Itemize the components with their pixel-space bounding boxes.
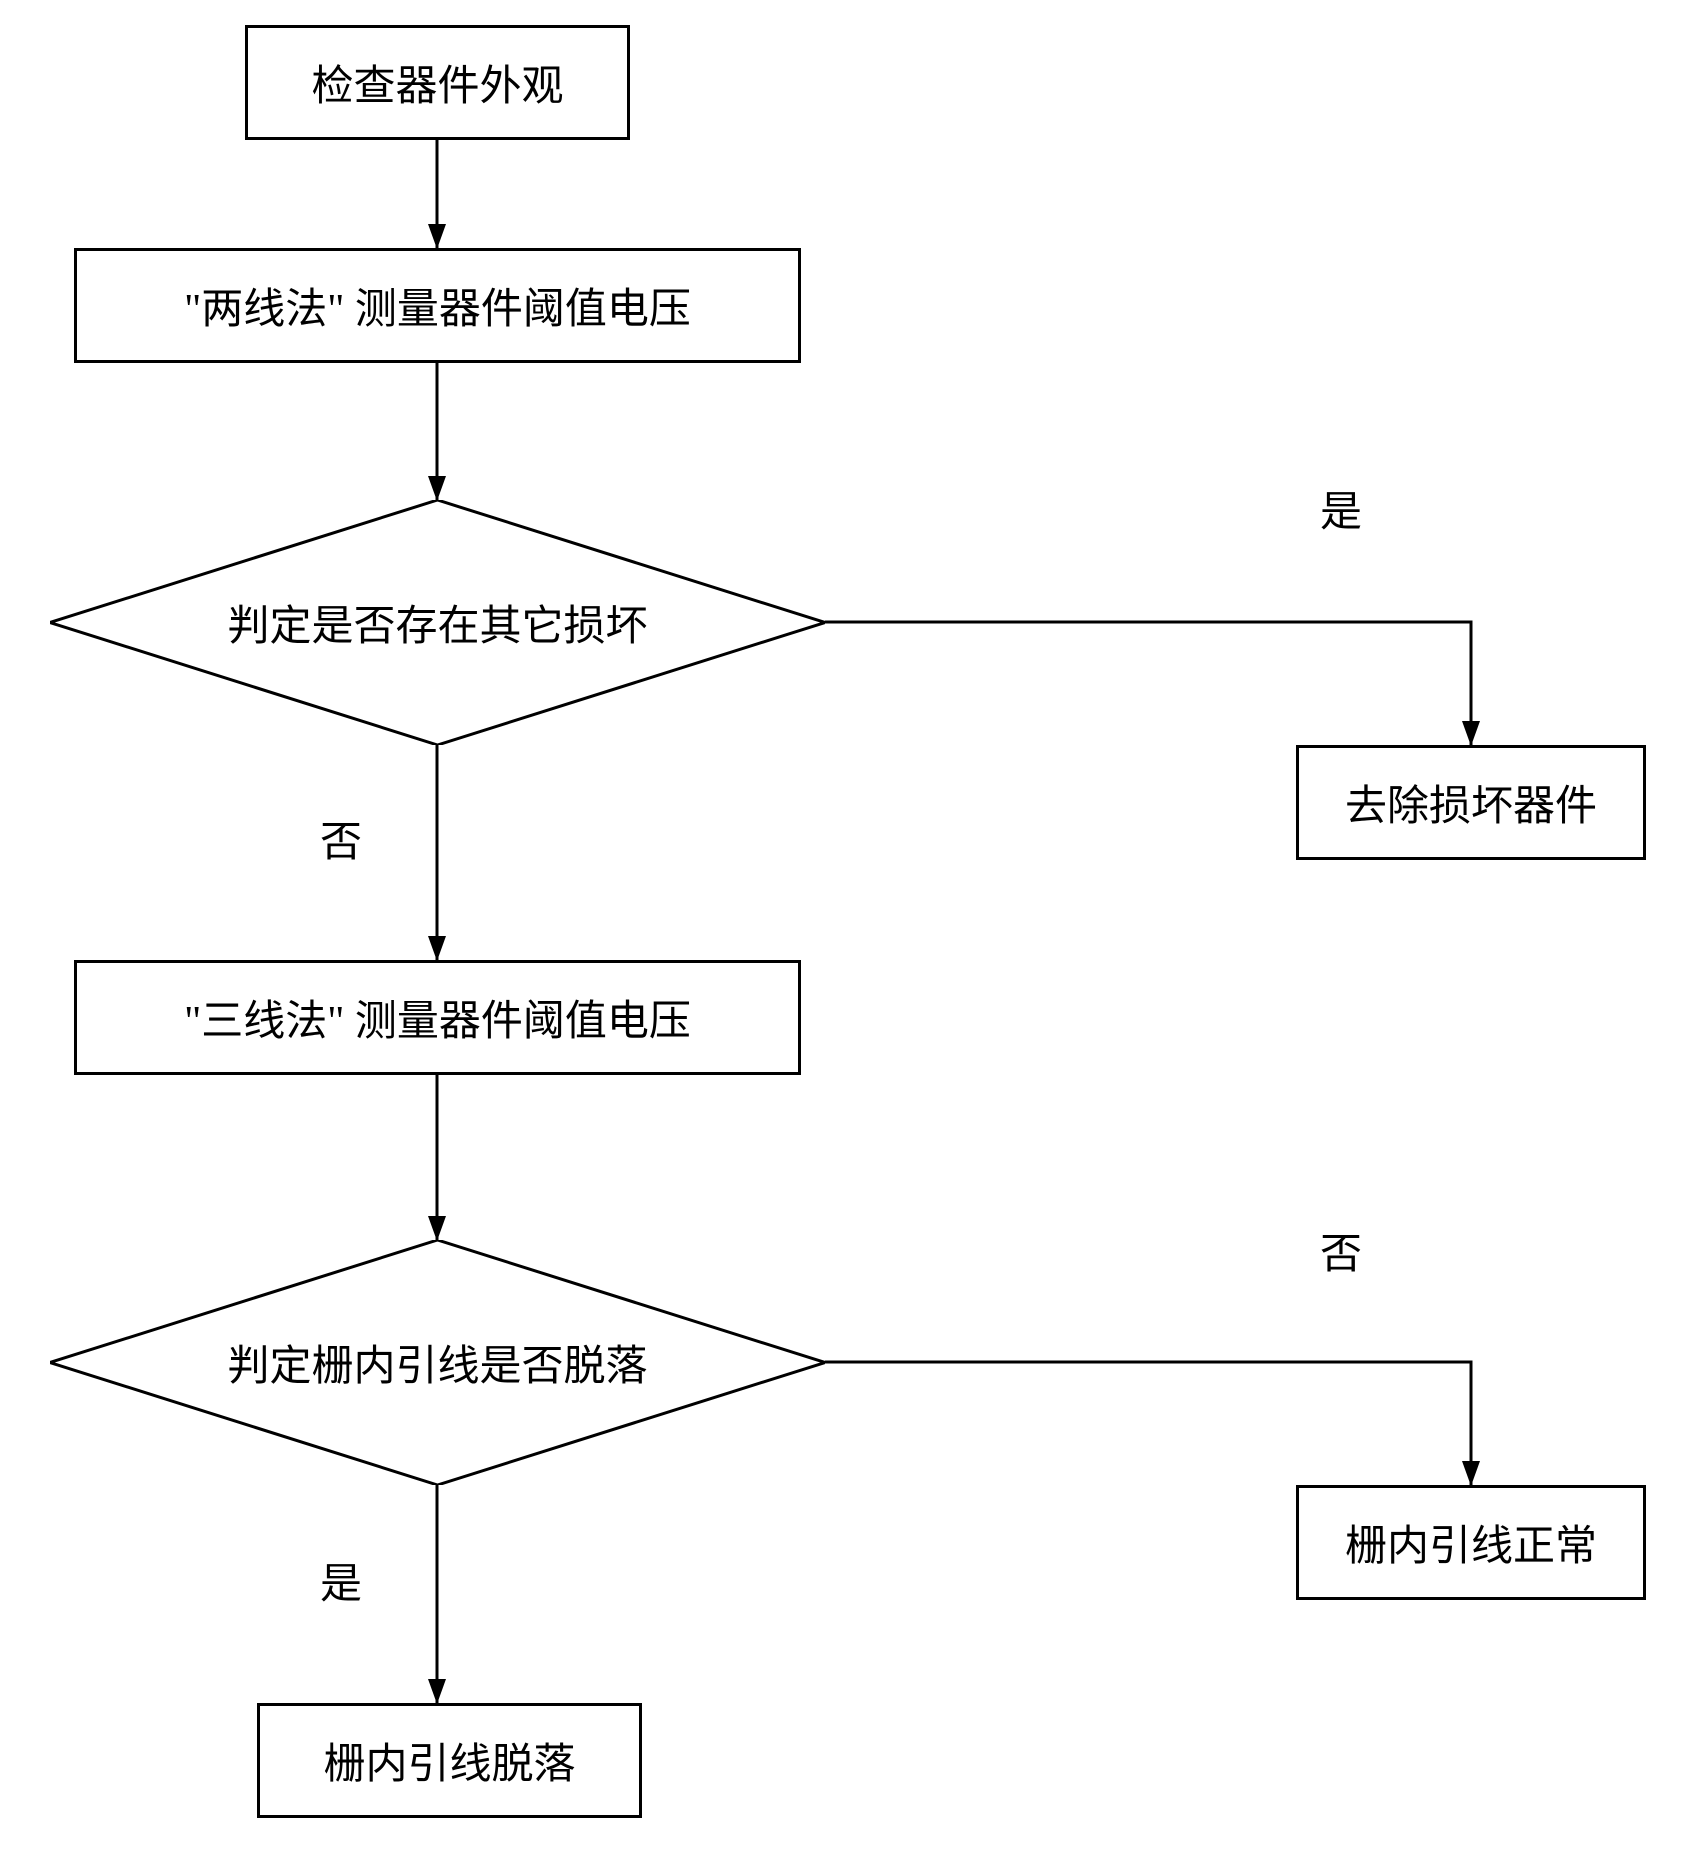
- edge-n6-n7: [825, 1362, 1471, 1485]
- edge-label-no-1: 否: [320, 808, 362, 869]
- label-text: 是: [320, 1562, 362, 1608]
- label-text: 否: [320, 820, 362, 866]
- edge-label-yes-1: 是: [1320, 478, 1362, 539]
- label-text: 否: [1320, 1232, 1362, 1278]
- label-text: 是: [1320, 490, 1362, 536]
- edge-label-no-2: 否: [1320, 1220, 1362, 1281]
- edges-layer: [0, 0, 1690, 1851]
- edge-label-yes-2: 是: [320, 1550, 362, 1611]
- flowchart-canvas: 检查器件外观 "两线法" 测量器件阈值电压 判定是否存在其它损坏 去除损坏器件 …: [0, 0, 1690, 1851]
- edge-n3-n4: [825, 622, 1471, 745]
